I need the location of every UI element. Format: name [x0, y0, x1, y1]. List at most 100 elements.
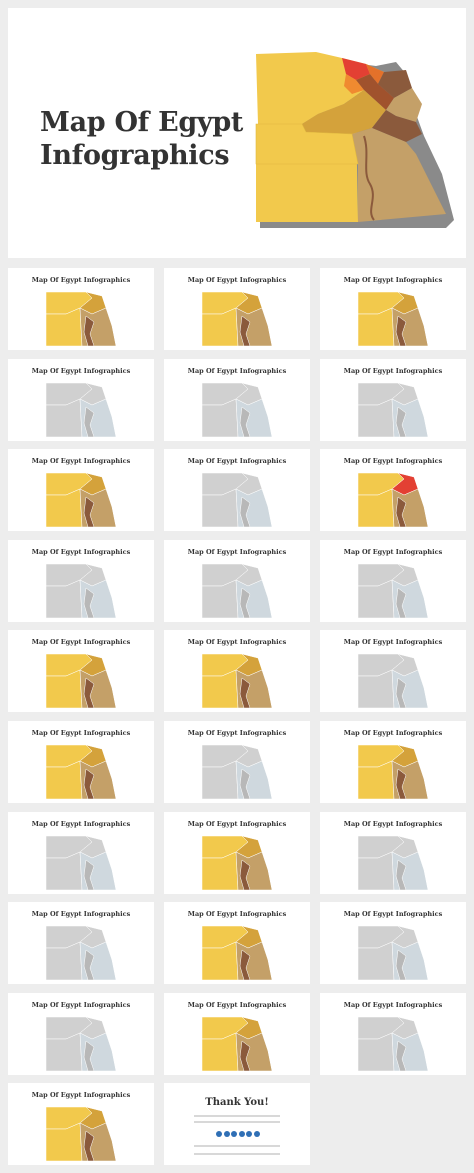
egypt-map-graphic — [255, 52, 454, 228]
slide-title: Map Of Egypt Infographics — [187, 276, 287, 284]
slide-thumbnail[interactable]: Map Of Egypt Infographics — [164, 449, 310, 532]
slide-thumbnail[interactable]: Map Of Egypt Infographics — [320, 539, 466, 622]
slide-thumbnail[interactable]: Map Of Egypt Infographics — [8, 1083, 154, 1166]
slide-title: Map Of Egypt Infographics — [31, 366, 131, 375]
egypt-mini-map — [202, 745, 272, 799]
egypt-mini-map — [358, 473, 428, 528]
slide-title: Map Of Egypt Infographics — [343, 1000, 443, 1009]
slide-title: Map Of Egypt Infographics — [343, 819, 443, 828]
text-line — [194, 1115, 280, 1118]
social-icon[interactable] — [223, 1131, 230, 1138]
slide-title: Map Of Egypt Infographics — [31, 457, 131, 466]
social-icons — [216, 1131, 260, 1139]
egypt-mini-map — [358, 382, 428, 437]
slide-thumbnail[interactable]: Thank You! — [164, 1083, 310, 1166]
egypt-mini-map — [358, 835, 428, 890]
egypt-mini-map — [358, 654, 428, 709]
slide-title: Map Of Egypt Infographics — [343, 910, 443, 919]
slide-thumbnail[interactable]: Map Of Egypt Infographics — [164, 630, 310, 713]
egypt-mini-map — [358, 926, 428, 981]
slide-title: Map Of Egypt Infographics — [187, 457, 287, 466]
slide-thumbnail[interactable]: Map Of Egypt Infographics — [8, 358, 154, 441]
slide-thumbnail[interactable]: Map Of Egypt Infographics — [320, 721, 466, 803]
slide-title: Map Of Egypt Infographics — [31, 819, 131, 828]
slide-title: Map Of Egypt Infographics — [343, 547, 443, 556]
hero-title-line2: Infographics — [40, 140, 230, 171]
slide-thumbnail[interactable]: Map Of Egypt Infographics — [8, 539, 154, 622]
hero-title-line1: Map Of Egypt — [40, 107, 244, 138]
slide-title: Map Of Egypt Infographics — [187, 910, 287, 919]
egypt-mini-map — [358, 292, 428, 346]
slide-title: Map Of Egypt Infographics — [187, 638, 287, 647]
slide-thumbnail[interactable]: Map Of Egypt Infographics — [164, 721, 310, 803]
text-line — [194, 1121, 280, 1124]
text-line — [194, 1145, 280, 1148]
slide-thumbnail[interactable]: Map Of Egypt Infographics — [8, 721, 154, 803]
slide-thumbnail[interactable]: Map Of Egypt Infographics — [8, 811, 154, 894]
slide-title: Map Of Egypt Infographics — [31, 1000, 131, 1009]
slide-thumbnail[interactable]: Map Of Egypt Infographics — [320, 811, 466, 894]
slide-title: Map Of Egypt Infographics — [31, 1091, 131, 1100]
egypt-mini-map — [202, 382, 272, 437]
slide-title: Map Of Egypt Infographics — [187, 1000, 287, 1009]
text-line — [194, 1153, 280, 1156]
egypt-mini-map — [46, 835, 116, 890]
egypt-mini-map — [46, 1016, 116, 1071]
slide-thumbnail[interactable]: Map Of Egypt Infographics — [8, 902, 154, 985]
slide-title: Map Of Egypt Infographics — [343, 457, 443, 466]
slide-title: Map Of Egypt Infographics — [31, 910, 131, 919]
social-icon[interactable] — [253, 1131, 260, 1138]
hero-title: Map Of Egypt Infographics — [40, 106, 243, 172]
slide-title: Map Of Egypt Infographics — [187, 547, 287, 556]
slide-thumbnail[interactable]: Map Of Egypt Infographics — [320, 902, 466, 985]
slide-thumbnail[interactable]: Map Of Egypt Infographics — [164, 902, 310, 985]
social-icon[interactable] — [231, 1131, 238, 1138]
egypt-mini-map — [46, 473, 116, 528]
slide-thumbnail[interactable]: Map Of Egypt Infographics — [320, 630, 466, 713]
slide-thumbnail[interactable]: Map Of Egypt Infographics — [164, 358, 310, 441]
egypt-mini-map — [46, 1107, 116, 1162]
slide-title: Map Of Egypt Infographics — [31, 547, 131, 556]
egypt-mini-map — [46, 382, 116, 437]
egypt-mini-map — [202, 926, 272, 981]
slide-title: Map Of Egypt Infographics — [187, 366, 287, 375]
title-slide[interactable]: Map Of Egypt Infographics — [8, 8, 466, 258]
egypt-mini-map — [358, 745, 428, 799]
slide-title: Map Of Egypt Infographics — [187, 819, 287, 828]
slide-thumbnail[interactable]: Map Of Egypt Infographics — [164, 992, 310, 1075]
slide-thumbnail[interactable]: Map Of Egypt Infographics — [8, 268, 154, 350]
slide-thumbnail[interactable]: Map Of Egypt Infographics — [8, 449, 154, 532]
slide-title: Map Of Egypt Infographics — [31, 276, 131, 284]
slide-title: Map Of Egypt Infographics — [343, 366, 443, 375]
egypt-mini-map — [46, 745, 116, 799]
slide-thumbnail[interactable]: Map Of Egypt Infographics — [320, 449, 466, 532]
slide-title: Map Of Egypt Infographics — [31, 638, 131, 647]
slide-thumbnail[interactable]: Map Of Egypt Infographics — [164, 811, 310, 894]
egypt-mini-map — [358, 1016, 428, 1071]
slide-thumbnail[interactable]: Map Of Egypt Infographics — [8, 992, 154, 1075]
egypt-mini-map — [358, 563, 428, 618]
social-icon[interactable] — [216, 1131, 222, 1138]
slide-thumbnail[interactable]: Map Of Egypt Infographics — [320, 268, 466, 350]
slide-title: Map Of Egypt Infographics — [343, 729, 443, 737]
slide-thumbnail[interactable]: Map Of Egypt Infographics — [164, 539, 310, 622]
slide-thumbnail[interactable]: Map Of Egypt Infographics — [8, 630, 154, 713]
slide-title: Map Of Egypt Infographics — [343, 638, 443, 647]
egypt-mini-map — [202, 563, 272, 618]
slide-thumbnail[interactable]: Map Of Egypt Infographics — [320, 358, 466, 441]
egypt-mini-map — [202, 654, 272, 709]
egypt-mini-map — [202, 1016, 272, 1071]
slide-thumbnail[interactable]: Map Of Egypt Infographics — [320, 992, 466, 1075]
slide-title: Map Of Egypt Infographics — [31, 729, 131, 737]
egypt-mini-map — [202, 473, 272, 528]
slide-title: Map Of Egypt Infographics — [343, 276, 443, 284]
egypt-mini-map — [46, 926, 116, 981]
thank-you-title: Thank You! — [205, 1097, 269, 1109]
egypt-mini-map — [46, 292, 116, 346]
social-icon[interactable] — [238, 1131, 245, 1138]
egypt-mini-map — [46, 654, 116, 709]
egypt-mini-map — [46, 563, 116, 618]
slide-title: Map Of Egypt Infographics — [187, 729, 287, 737]
social-icon[interactable] — [246, 1131, 253, 1138]
slide-thumbnail[interactable]: Map Of Egypt Infographics — [164, 268, 310, 350]
